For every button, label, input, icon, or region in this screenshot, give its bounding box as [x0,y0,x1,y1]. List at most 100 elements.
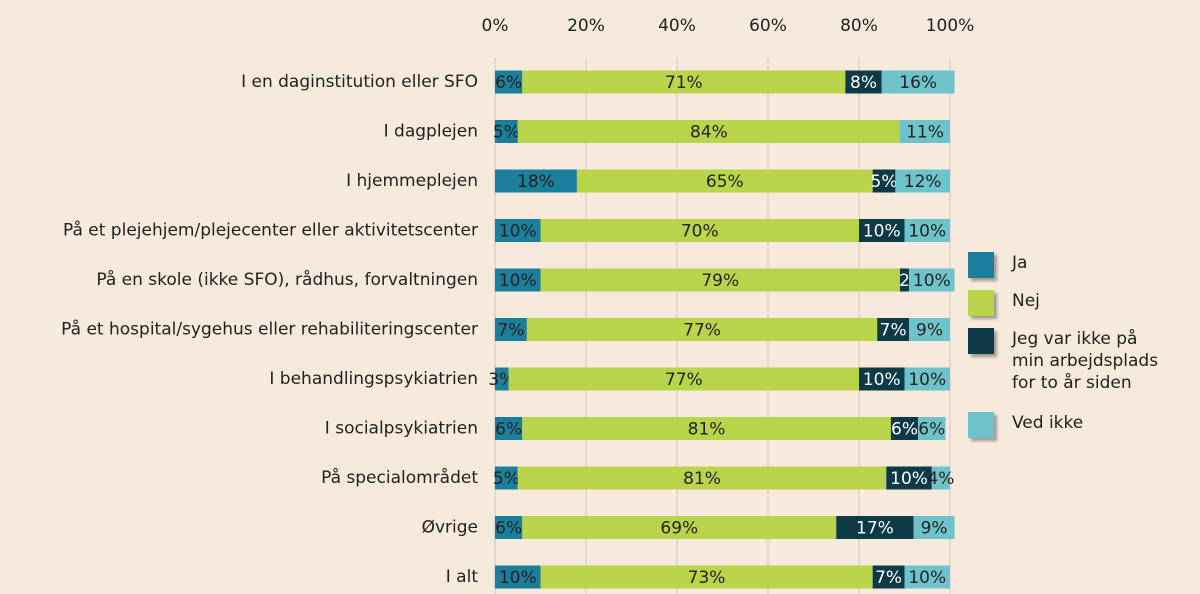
data-label: 2 [899,271,910,291]
data-label: 6% [495,420,522,440]
data-label: 5% [493,123,520,143]
legend-item: Nej [968,290,1193,316]
bar-segment [904,367,950,391]
bar-segment [495,367,509,391]
bar-segment [526,318,878,341]
data-label: 69% [660,519,698,539]
bar-segment [836,516,914,539]
category-label: I hjemmeplejen [346,171,478,191]
bar-segment [495,318,527,341]
bar-segment [913,516,955,539]
bar-segment [872,565,905,589]
bar-segment [495,565,541,589]
legend-label: Ved ikke [1012,413,1084,433]
data-label: 5% [871,172,898,192]
data-label: 10% [499,271,537,291]
bar-segment [495,120,518,143]
category-label: På en skole (ikke SFO), rådhus, forvaltn… [96,269,478,290]
category-label: På specialområdet [321,467,478,488]
data-label: 10% [913,271,951,291]
data-label: 6% [891,420,918,440]
bar-segment [918,417,946,440]
x-tick-label: 60% [749,16,787,36]
data-label: 12% [904,172,942,192]
data-label: 77% [665,370,703,390]
legend-swatch [968,290,994,316]
legend-swatch [968,412,994,438]
data-label: 7% [880,321,907,341]
bar-segment [909,268,955,292]
data-label: 18% [517,172,555,192]
data-label: 3% [488,370,515,390]
bar-segment [522,417,891,440]
data-label: 70% [681,222,719,242]
bar-segment [886,466,932,490]
data-label: 10% [908,370,946,390]
data-label: 10% [499,568,537,588]
bar-segment [540,268,900,292]
bar-segment [540,565,873,589]
data-label: 10% [890,469,928,489]
data-label: 6% [495,519,522,539]
data-label: 10% [908,568,946,588]
bar-segment [872,169,896,193]
bar-segment [895,169,950,193]
legend-label: Jeg var ikke på min arbejdsplads for to … [1012,329,1159,393]
category-label: I alt [446,567,479,587]
category-label: I socialpsykiatrien [325,419,478,439]
bar-segment [540,219,859,242]
category-label: På et hospital/sygehus eller rehabiliter… [61,319,478,340]
data-label: 10% [908,222,946,242]
data-label: 81% [683,469,721,489]
legend-item: Jeg var ikke på min arbejdsplads for to … [968,328,1193,394]
x-tick-label: 0% [482,16,509,36]
category-label: Øvrige [422,518,478,538]
bar-segment [877,318,910,341]
data-label: 6% [495,73,522,93]
bar-segment [904,219,950,242]
category-label: I behandlingspsykiatrien [269,369,478,389]
legend-label: Ja [1012,253,1028,273]
data-label: 8% [850,73,877,93]
legend-item: Ved ikke [968,412,1193,438]
bar-segment [931,466,950,490]
bar-segment [890,417,919,440]
bar-segment [859,367,905,391]
category-label: På et plejehjem/plejecenter eller aktivi… [63,220,478,241]
bar-segment [522,70,846,94]
data-label: 9% [916,321,943,341]
bar-segment [881,70,955,94]
legend-label: Nej [1012,291,1040,311]
bar-segment [859,219,905,242]
data-label: 11% [906,123,944,143]
data-label: 9% [921,519,948,539]
bar-segment [495,70,523,94]
data-label: 17% [856,519,894,539]
data-label: 77% [683,321,721,341]
data-label: 71% [665,73,703,93]
bar-segment [495,516,523,539]
bar-segment [495,219,541,242]
data-label: 10% [863,370,901,390]
bar-segment [522,516,837,539]
bar-segment [508,367,859,391]
bar-segment [517,120,900,143]
data-label: 79% [701,271,739,291]
data-label: 10% [863,222,901,242]
legend-swatch [968,252,994,278]
data-label: 7% [497,321,524,341]
bar-segment [845,70,882,94]
category-label: I en daginstitution eller SFO [241,72,478,92]
bar-segment [909,318,950,341]
bar-segment [576,169,873,193]
x-tick-label: 20% [567,16,605,36]
x-tick-label: 80% [840,16,878,36]
data-label: 7% [875,568,902,588]
legend: Ja Nej Jeg var ikke på min arbejdsplads fo… [968,252,1193,450]
data-label: 81% [688,420,726,440]
bar-segment [495,169,577,193]
bar-segment [899,120,950,143]
bar-segment [495,417,523,440]
category-label: I dagplejen [384,122,478,142]
